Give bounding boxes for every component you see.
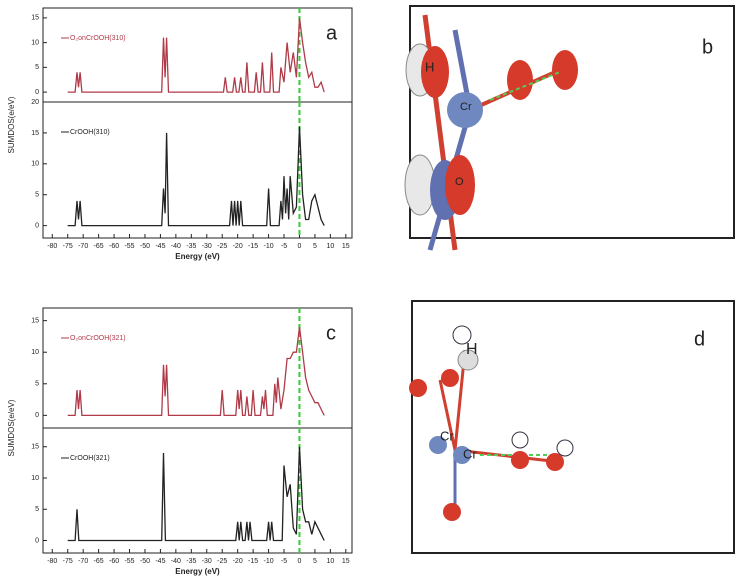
x-tick-label: -55	[124, 558, 134, 565]
x-tick-label: -80	[47, 558, 57, 565]
x-tick-label: -40	[171, 243, 181, 250]
x-tick-label: 10	[326, 243, 334, 250]
x-axis-label: Energy (eV)	[175, 252, 220, 261]
y-tick-label: 10	[31, 39, 39, 46]
x-tick-label: -5	[281, 243, 287, 250]
atom-label: H	[466, 341, 478, 358]
y-tick-label: 20	[31, 99, 39, 106]
plot-frame	[42, 307, 353, 429]
x-tick-label: -65	[94, 243, 104, 250]
legend-label: O₂onCrOOH(321)	[70, 335, 126, 342]
legend-label: CrOOH(321)	[70, 455, 110, 462]
structure-frame	[411, 300, 735, 554]
x-tick-label: -35	[186, 243, 196, 250]
x-tick-label: -80	[47, 243, 57, 250]
x-tick-label: -75	[63, 558, 73, 565]
panel-label: a	[326, 22, 338, 44]
dos-curve	[67, 126, 325, 227]
panel-label: b	[702, 36, 713, 58]
atom-label: Cr	[460, 101, 472, 113]
x-tick-label: 0	[298, 558, 302, 565]
structure-frame	[409, 5, 735, 239]
y-tick-label: 15	[31, 317, 39, 324]
panel-label: d	[694, 328, 705, 350]
x-tick-label: 0	[298, 243, 302, 250]
x-tick-label: -50	[140, 243, 150, 250]
x-tick-label: -60	[109, 558, 119, 565]
x-tick-label: -45	[155, 243, 165, 250]
y-tick-label: 10	[31, 475, 39, 482]
x-tick-label: -45	[155, 558, 165, 565]
atom-label: Cr	[440, 428, 454, 443]
x-tick-label: -30	[202, 558, 212, 565]
y-tick-label: 5	[35, 506, 39, 513]
y-tick-label: 0	[35, 89, 39, 96]
x-tick-label: -70	[78, 243, 88, 250]
x-tick-label: -40	[171, 558, 181, 565]
y-tick-label: 0	[35, 222, 39, 229]
atom-label: H	[425, 59, 434, 74]
x-tick-label: 5	[313, 243, 317, 250]
x-tick-label: 10	[326, 558, 334, 565]
panel-label: c	[326, 322, 336, 344]
y-tick-label: 10	[31, 161, 39, 168]
dos-curve	[67, 446, 325, 542]
x-tick-label: -25	[217, 558, 227, 565]
y-tick-label: 5	[35, 192, 39, 199]
molecule-b	[404, 14, 578, 251]
y-tick-label: 0	[35, 537, 39, 544]
x-tick-label: -35	[186, 558, 196, 565]
y-tick-label: 15	[31, 130, 39, 137]
x-tick-label: -50	[140, 558, 150, 565]
x-tick-label: -60	[109, 243, 119, 250]
legend-label: CrOOH(310)	[70, 129, 110, 136]
plot-frame	[42, 101, 353, 239]
x-tick-label: 5	[313, 558, 317, 565]
dos-curve	[67, 326, 325, 417]
y-tick-label: 15	[31, 444, 39, 451]
plot-frame	[42, 7, 353, 103]
y-axis-label: SUMDOS(e/eV)	[7, 96, 16, 153]
atom-label: O	[455, 176, 464, 188]
x-tick-label: -15	[248, 558, 258, 565]
x-tick-label: -15	[248, 243, 258, 250]
x-tick-label: -10	[264, 558, 274, 565]
x-tick-label: -20	[233, 243, 243, 250]
x-tick-label: 15	[342, 243, 350, 250]
legend-label: O₂onCrOOH(310)	[70, 35, 126, 42]
atom-label: Cr	[463, 446, 477, 461]
dos-curve	[67, 17, 325, 93]
x-tick-label: -70	[78, 558, 88, 565]
y-axis-label: SUMDOS(e/eV)	[7, 399, 16, 456]
x-tick-label: -20	[233, 558, 243, 565]
x-tick-label: -5	[281, 558, 287, 565]
y-tick-label: 0	[35, 412, 39, 419]
y-tick-label: 5	[35, 381, 39, 388]
plot-frame	[42, 427, 353, 554]
x-tick-label: -25	[217, 243, 227, 250]
y-tick-label: 5	[35, 64, 39, 71]
x-tick-label: -75	[63, 243, 73, 250]
molecule-d	[409, 325, 574, 521]
x-axis-label: Energy (eV)	[175, 567, 220, 576]
x-tick-label: -55	[124, 243, 134, 250]
x-tick-label: 15	[342, 558, 350, 565]
y-tick-label: 10	[31, 349, 39, 356]
x-tick-label: -10	[264, 243, 274, 250]
x-tick-label: -65	[94, 558, 104, 565]
y-tick-label: 15	[31, 15, 39, 22]
x-tick-label: -30	[202, 243, 212, 250]
